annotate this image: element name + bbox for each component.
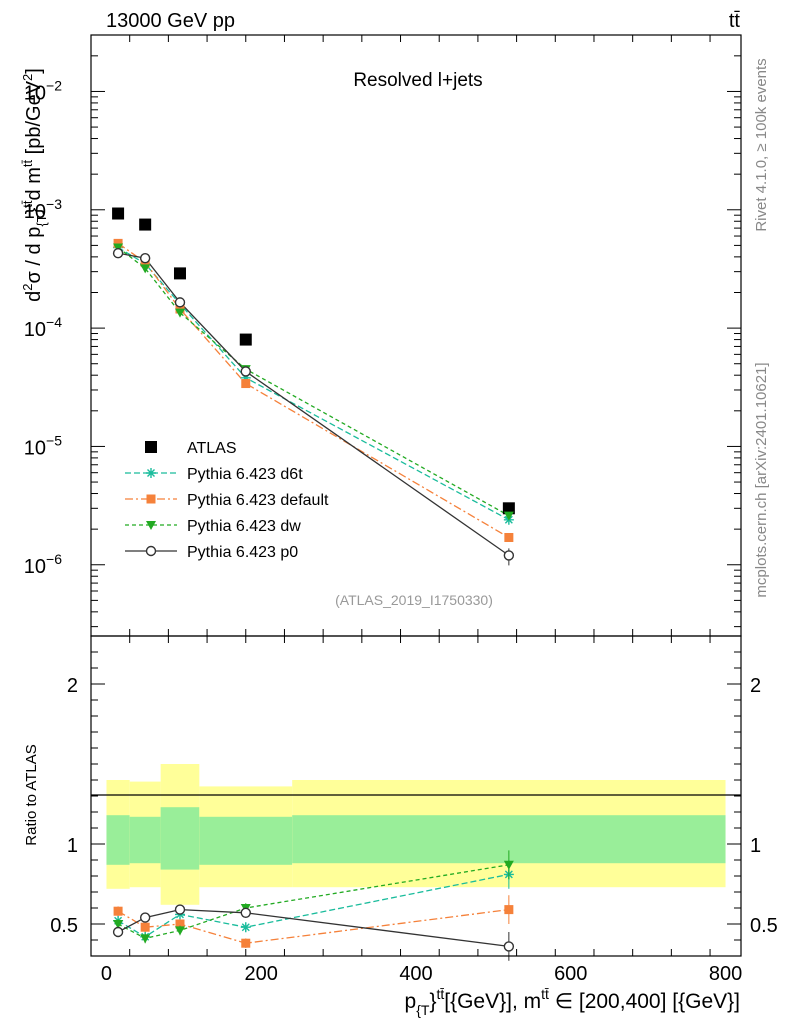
tick-mantissa: 10 <box>24 319 46 341</box>
energy-label: 13000 GeV pp <box>106 10 235 32</box>
x-tick-label: 0 <box>101 963 112 985</box>
legend-marker <box>146 468 156 478</box>
ratio-plot-frame <box>90 635 742 957</box>
main-panel: Resolved l+jets (ATLAS_2019_I1750330) 10… <box>20 34 742 637</box>
main-y-axis-label: d2σ / d p{T}tt̄d mtt̄ [pb/GeV2] <box>20 68 49 302</box>
main-y-tick-label: 10−6 <box>24 551 62 578</box>
ratio-y-tick-label-right: 0.5 <box>750 915 778 937</box>
ratio-data-point <box>504 905 514 915</box>
ratio-y-tick-label-right: 2 <box>750 675 761 697</box>
ratio-y-tick-label: 2 <box>67 675 78 697</box>
main-y-tick-label: 10−3 <box>24 196 62 223</box>
main-data-point <box>504 532 514 542</box>
legend-label: Pythia 6.423 default <box>187 492 329 509</box>
legend-label: Pythia 6.423 dw <box>187 518 301 535</box>
tick-mantissa: 10 <box>24 556 46 578</box>
x-tick-label: 600 <box>554 963 587 985</box>
x-tick-label: 800 <box>709 963 742 985</box>
ratio-inner-band <box>129 816 161 864</box>
ratio-data-point <box>240 907 251 918</box>
main-data-point <box>241 379 251 389</box>
legend-label: Pythia 6.423 d6t <box>187 466 303 483</box>
ratio-inner-band <box>160 807 200 870</box>
tick-mantissa: 10 <box>24 201 46 223</box>
legend-marker <box>145 441 157 453</box>
main-ticks <box>90 34 741 636</box>
ratio-data-point <box>140 922 150 932</box>
legend-marker <box>146 494 156 504</box>
tick-exponent: −2 <box>46 77 62 93</box>
mcplots-label: mcplots.cern.ch [arXiv:2401.10621] <box>753 362 770 597</box>
main-y-tick-labels: 10−610−510−410−310−2 <box>24 77 62 577</box>
rivet-version-label: Rivet 4.1.0, ≥ 100k events <box>753 58 770 231</box>
main-data-point <box>113 238 123 248</box>
legend-label: ATLAS <box>187 440 237 457</box>
ratio-data-point <box>174 926 185 936</box>
ratio-data-point <box>113 920 124 929</box>
ratio-data-point <box>503 941 515 952</box>
main-data-point <box>112 247 124 259</box>
main-data-point <box>140 264 151 274</box>
main-data-point <box>240 372 251 383</box>
ratio-data-point <box>503 860 514 870</box>
x-tick-label: 200 <box>245 963 278 985</box>
ratio-data-point <box>139 912 151 923</box>
ratio-data-point <box>112 926 124 938</box>
main-data-point <box>173 267 186 280</box>
legend-label: Pythia 6.423 p0 <box>187 544 298 561</box>
tick-exponent: −6 <box>46 551 62 567</box>
legend: ATLAS Pythia 6.423 d6t Pythia 6.423 defaul… <box>125 440 329 561</box>
process-label: tt̄ <box>729 10 741 32</box>
ratio-y-axis-label: Ratio to ATLAS <box>23 744 40 845</box>
ratio-inner-band <box>106 815 130 865</box>
ratio-series-layer <box>112 850 515 961</box>
tick-mantissa: 10 <box>24 82 46 104</box>
main-data-point <box>139 218 152 231</box>
analysis-watermark: (ATLAS_2019_I1750330) <box>335 592 493 608</box>
ratio-data-point <box>241 938 251 948</box>
main-data-point <box>240 366 251 377</box>
ratio-tick-labels: 0.5 0.5 1 1 2 2 0 200 400 600 800 <box>50 675 778 985</box>
main-y-tick-label: 10−2 <box>24 77 62 104</box>
ratio-y-tick-label-right: 1 <box>750 835 761 857</box>
main-y-tick-label: 10−5 <box>24 432 62 459</box>
ratio-inner-band <box>199 816 293 865</box>
tick-exponent: −4 <box>46 314 62 330</box>
ratio-uncertainty-bands <box>106 764 726 905</box>
main-data-point <box>239 333 252 346</box>
ratio-data-point <box>113 906 123 916</box>
main-data-point <box>174 297 186 308</box>
x-tick-label: 400 <box>399 963 432 985</box>
main-data-point <box>139 252 151 264</box>
chart-title: Resolved l+jets <box>353 70 482 91</box>
ratio-data-point <box>140 934 151 944</box>
x-axis-label: p{T}tt̄[{GeV}], mtt̄ ∈ [200,400] [{GeV}] <box>405 986 740 1018</box>
ratio-panel: 0.5 0.5 1 1 2 2 0 200 400 600 800 Ratio to ATLAS p… <box>23 635 778 1018</box>
tick-exponent: −5 <box>46 432 62 448</box>
ratio-data-point <box>175 919 185 929</box>
main-data-point <box>112 207 125 220</box>
main-data-point <box>503 511 514 521</box>
main-data-point <box>174 308 185 318</box>
main-y-tick-label: 10−4 <box>24 314 62 341</box>
main-series-line <box>117 246 510 517</box>
main-series-layer <box>112 207 515 566</box>
ratio-data-point <box>240 922 251 933</box>
legend-marker <box>146 521 156 530</box>
ratio-data-point <box>174 904 186 915</box>
tick-mantissa: 10 <box>24 437 46 459</box>
main-series-line <box>117 246 510 521</box>
ratio-y-tick-label: 0.5 <box>50 915 78 937</box>
main-data-point <box>503 550 515 561</box>
main-data-point <box>502 502 515 515</box>
ratio-y-tick-label: 1 <box>67 835 78 857</box>
legend-marker <box>145 545 157 557</box>
tick-exponent: −3 <box>46 196 62 212</box>
